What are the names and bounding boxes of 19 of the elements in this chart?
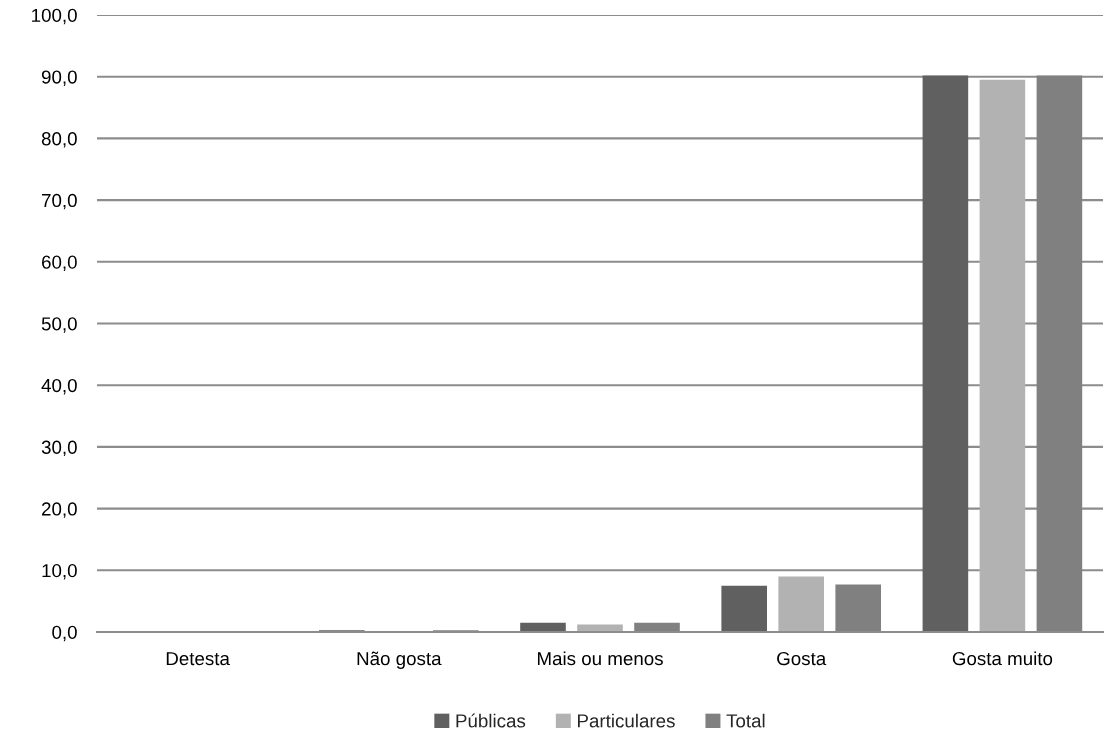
x-tick-label: Mais ou menos (537, 651, 663, 666)
y-tick-label: 0,0 (52, 625, 77, 642)
y-tick-label: 60,0 (42, 255, 77, 271)
legend-label: Total (726, 713, 765, 728)
y-tick-label: 70,0 (42, 193, 77, 210)
y-tick-label: 40,0 (41, 378, 77, 395)
x-tick-label: Gosta muito (952, 651, 1053, 666)
y-tick-label: 100,0 (32, 8, 77, 25)
legend-label: Públicas (456, 713, 526, 728)
y-tick-label: 50,0 (41, 317, 77, 333)
y-tick-label: 30,0 (41, 440, 77, 457)
y-tick-label: 20,0 (42, 502, 77, 518)
x-tick-label: Gosta (777, 651, 827, 666)
y-tick-label: 10,0 (42, 564, 77, 580)
y-tick-label: 90,0 (41, 70, 77, 86)
y-tick-label: 80,0 (41, 132, 77, 148)
x-tick-label: Detesta (166, 652, 230, 666)
x-tick-label: Não gosta (357, 651, 442, 669)
legend-label: Particulares (577, 713, 675, 728)
